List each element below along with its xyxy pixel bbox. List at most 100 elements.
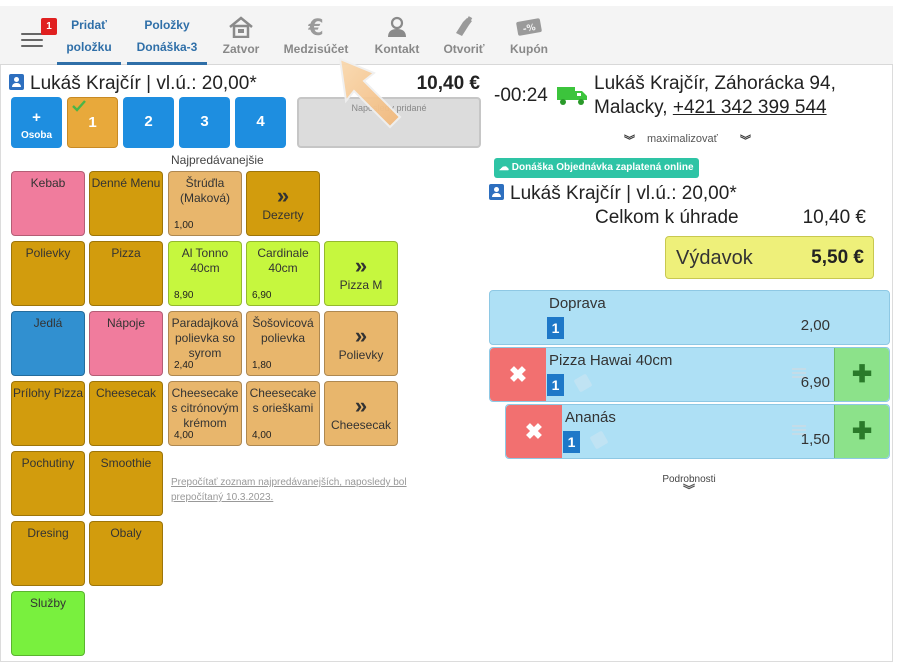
chevron-double-down-icon: ︾ bbox=[682, 483, 695, 497]
category-packaging[interactable]: Obaly bbox=[89, 521, 163, 586]
product-label: Cheesecake s orieškami bbox=[249, 386, 317, 415]
customer-name-right-text: Lukáš Krajčír | vl.ú.: 20,00* bbox=[510, 183, 737, 204]
more-label: Cheesecak bbox=[330, 418, 392, 432]
recalculate-bestsellers-link[interactable]: Prepočítať zoznam najpredávanejších, nap… bbox=[171, 477, 407, 503]
add-person-plus: + bbox=[32, 109, 41, 126]
euro-icon: € bbox=[280, 16, 352, 38]
product-cheesecake-lemon[interactable]: Cheesecake s citrónovým krémom 4,00 bbox=[168, 381, 242, 446]
coupon-label: Kupón bbox=[510, 42, 548, 56]
category-label: Kebab bbox=[30, 176, 66, 190]
add-topping-button[interactable]: ✚ bbox=[834, 348, 889, 401]
more-cheesecake[interactable]: » Cheesecak bbox=[324, 381, 398, 446]
more-desserts[interactable]: » Dezerty bbox=[246, 171, 320, 236]
order-item-price: 6,90 bbox=[800, 374, 830, 391]
close-icon: ✖ bbox=[524, 418, 544, 444]
delivery-items-label-2: Donáška-3 bbox=[136, 40, 198, 54]
product-lentil-soup[interactable]: Šošovicová polievka 1,80 bbox=[246, 311, 320, 376]
order-item-delivery[interactable]: Doprava 1 2,00 bbox=[489, 290, 890, 345]
order-total-left: 10,40 € bbox=[416, 73, 480, 94]
home-icon bbox=[216, 16, 266, 38]
product-price: 1,00 bbox=[174, 220, 194, 231]
category-daily-menu[interactable]: Denné Menu bbox=[89, 171, 163, 236]
delivery-address[interactable]: Lukáš Krajčír, Záhorácka 94, Malacky, +4… bbox=[594, 72, 836, 120]
plus-icon: ✚ bbox=[851, 417, 873, 445]
order-item-pizza-hawai[interactable]: ✖ Pizza Hawai 40cm 1 6,90 ✚ bbox=[489, 347, 890, 402]
product-label: Cheesecake s citrónovým krémom bbox=[171, 386, 239, 430]
product-al-tonno[interactable]: Al Tonno 40cm 8,90 bbox=[168, 241, 242, 306]
category-label: Pochutiny bbox=[21, 456, 75, 470]
cloud-icon: ☁ bbox=[499, 162, 512, 173]
add-person-label: Osoba bbox=[20, 130, 53, 141]
coupon-button[interactable]: -% Kupón bbox=[504, 16, 554, 56]
product-label: Šošovicová polievka bbox=[252, 316, 314, 345]
order-item-qty: 1 bbox=[547, 374, 564, 396]
product-price: 4,00 bbox=[174, 430, 194, 441]
order-item-price: 2,00 bbox=[800, 317, 830, 334]
product-price: 2,40 bbox=[174, 360, 194, 371]
expense-box[interactable]: Výdavok 5,50 € bbox=[665, 236, 874, 279]
category-cheesecake[interactable]: Cheesecak bbox=[89, 381, 163, 446]
paid-online-text: Donáška Objednávka zaplatená online bbox=[511, 162, 694, 173]
seat-1-button[interactable]: 1 bbox=[67, 97, 118, 148]
subtotal-button[interactable]: € Medzisúčet bbox=[280, 16, 352, 56]
address-line-2: Malacky, bbox=[594, 97, 673, 118]
customer-name-left[interactable]: Lukáš Krajčír | vl.ú.: 20,00* bbox=[9, 73, 257, 95]
open-button[interactable]: Otvoriť bbox=[438, 16, 490, 56]
menu-lines-icon[interactable] bbox=[792, 368, 806, 378]
paid-online-badge: ☁ Donáška Objednávka zaplatená online bbox=[494, 158, 699, 178]
expense-label: Výdavok bbox=[676, 247, 753, 269]
product-cardinale[interactable]: Cardinale 40cm 6,90 bbox=[246, 241, 320, 306]
order-item-name: Doprava bbox=[549, 295, 606, 312]
category-meals[interactable]: Jedlá bbox=[11, 311, 85, 376]
category-services[interactable]: Služby bbox=[11, 591, 85, 656]
product-label: Cardinale 40cm bbox=[257, 246, 309, 275]
category-pizza[interactable]: Pizza bbox=[89, 241, 163, 306]
category-soups[interactable]: Polievky bbox=[11, 241, 85, 306]
add-person-button[interactable]: + Osoba bbox=[11, 97, 62, 148]
seat-4-button[interactable]: 4 bbox=[235, 97, 286, 148]
details-toggle[interactable]: Podrobnosti ︾ bbox=[660, 474, 718, 497]
contact-button[interactable]: Kontakt bbox=[370, 16, 424, 56]
amount-due-label: Celkom k úhrade bbox=[595, 207, 739, 228]
note-icon[interactable] bbox=[589, 430, 609, 450]
customer-name-right[interactable]: Lukáš Krajčír | vl.ú.: 20,00* bbox=[489, 183, 737, 205]
category-label: Denné Menu bbox=[91, 176, 161, 190]
seat-3-button[interactable]: 3 bbox=[179, 97, 230, 148]
chevron-double-down-icon[interactable]: ︾ bbox=[624, 135, 635, 147]
category-label: Nápoje bbox=[106, 316, 146, 330]
customer-name-left-text: Lukáš Krajčír | vl.ú.: 20,00* bbox=[30, 73, 257, 94]
order-item-qty: 1 bbox=[547, 317, 564, 339]
more-soups[interactable]: » Polievky bbox=[324, 311, 398, 376]
add-topping-button[interactable]: ✚ bbox=[834, 405, 889, 458]
order-item-pineapple[interactable]: ✖ Ananás 1 1,50 ✚ bbox=[505, 404, 890, 459]
maximize-link[interactable]: maximalizovať bbox=[647, 133, 718, 145]
product-cheesecake-nuts[interactable]: Cheesecake s orieškami 4,00 bbox=[246, 381, 320, 446]
category-label: Obaly bbox=[110, 526, 142, 540]
amount-due-value: 10,40 € bbox=[802, 207, 866, 228]
category-pizza-sides[interactable]: Prílohy Pizza bbox=[11, 381, 85, 446]
hamburger-menu-icon[interactable] bbox=[21, 33, 43, 47]
category-kebab[interactable]: Kebab bbox=[11, 171, 85, 236]
note-icon[interactable] bbox=[573, 373, 593, 393]
category-snacks[interactable]: Pochutiny bbox=[11, 451, 85, 516]
more-pizza-m[interactable]: » Pizza M bbox=[324, 241, 398, 306]
expense-value: 5,50 € bbox=[811, 247, 864, 268]
category-dressing[interactable]: Dresing bbox=[11, 521, 85, 586]
add-item-label-2: položku bbox=[66, 40, 112, 54]
product-tomato-soup[interactable]: Paradajková polievka so syrom 2,40 bbox=[168, 311, 242, 376]
product-label: Štrúďla (Maková) bbox=[179, 176, 230, 205]
close-button[interactable]: Zatvor bbox=[216, 16, 266, 56]
chevron-double-down-icon[interactable]: ︾ bbox=[740, 135, 751, 147]
product-strudel[interactable]: Štrúďla (Maková) 1,00 bbox=[168, 171, 242, 236]
phone-link[interactable]: +421 342 399 544 bbox=[672, 97, 827, 118]
delete-item-button[interactable]: ✖ bbox=[506, 405, 562, 458]
add-item-button[interactable]: Pridať položku bbox=[60, 18, 118, 54]
menu-lines-icon[interactable] bbox=[792, 425, 806, 435]
category-label: Smoothie bbox=[100, 456, 152, 470]
delivery-items-button[interactable]: Položky Donáška-3 bbox=[132, 18, 202, 54]
delete-item-button[interactable]: ✖ bbox=[490, 348, 546, 401]
seat-2-button[interactable]: 2 bbox=[123, 97, 174, 148]
notification-badge[interactable]: 1 bbox=[41, 18, 57, 35]
category-smoothie[interactable]: Smoothie bbox=[89, 451, 163, 516]
category-drinks[interactable]: Nápoje bbox=[89, 311, 163, 376]
